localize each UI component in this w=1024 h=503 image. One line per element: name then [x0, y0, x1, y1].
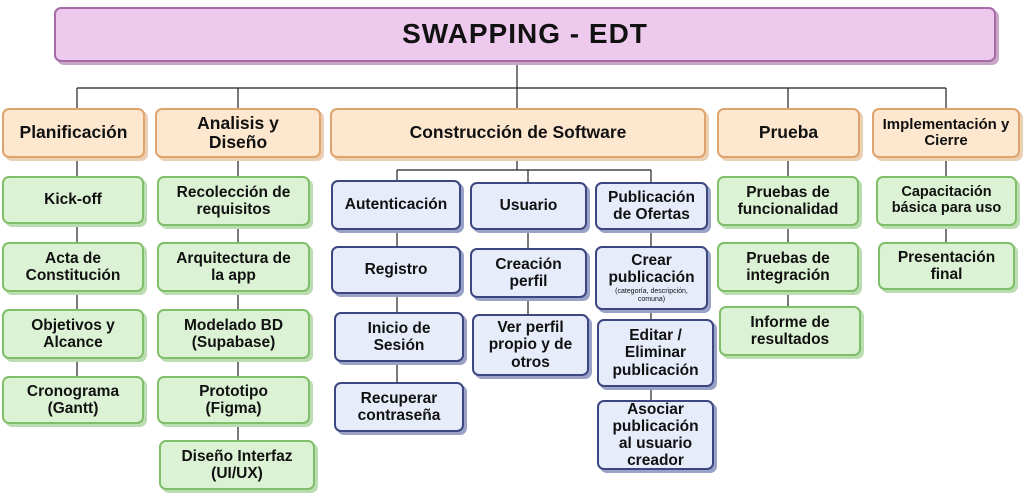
group-label: Publicación de Ofertas — [608, 188, 695, 223]
task-diseno-interfaz: Diseño Interfaz (UI/UX) — [159, 440, 315, 490]
task-recoleccion-requisitos: Recolección de requisitos — [157, 176, 310, 226]
task-label: Presentación final — [897, 248, 996, 283]
task-label: Editar / Eliminar publicación — [612, 327, 699, 379]
group-label: Usuario — [499, 197, 558, 215]
task-presentacion-final: Presentación final — [878, 242, 1015, 290]
task-label: Informe de resultados — [750, 313, 830, 348]
task-creacion-perfil: Creación perfil — [470, 248, 587, 298]
task-prototipo: Prototipo (Figma) — [157, 376, 310, 424]
task-label: Acta de Constitución — [25, 249, 121, 284]
phase-construccion: Construcción de Software — [330, 108, 706, 158]
task-objetivos-alcance: Objetivos y Alcance — [2, 309, 144, 359]
group-autenticacion: Autenticación — [331, 180, 461, 230]
task-label: Recuperar contraseña — [357, 389, 441, 424]
task-registro: Registro — [331, 246, 461, 294]
task-cronograma: Cronograma (Gantt) — [2, 376, 144, 424]
phase-label: Construcción de Software — [409, 122, 627, 143]
phase-analisis: Analisis y Diseño — [155, 108, 321, 158]
task-label: Registro — [364, 261, 428, 279]
task-modelado-bd: Modelado BD (Supabase) — [157, 309, 310, 359]
group-label: Autenticación — [344, 196, 448, 214]
task-label: Prototipo (Figma) — [199, 382, 268, 417]
task-label: Inicio de Sesión — [367, 319, 431, 354]
phase-prueba: Prueba — [717, 108, 860, 158]
task-label: Creación perfil — [495, 255, 562, 290]
task-acta-constitucion: Acta de Constitución — [2, 242, 144, 292]
task-pruebas-integracion: Pruebas de integración — [717, 242, 859, 292]
task-label: Crear publicación — [608, 251, 695, 286]
phase-implementacion: Implementación y Cierre — [872, 108, 1020, 158]
task-label: Pruebas de integración — [746, 249, 830, 284]
task-label: Pruebas de funcionalidad — [737, 183, 839, 218]
task-label: Recolección de requisitos — [176, 183, 291, 218]
task-note: (categoría, descripción, comuna) — [615, 288, 688, 304]
root-title: SWAPPING - EDT — [54, 7, 996, 62]
phase-planificacion: Planificación — [2, 108, 145, 158]
task-label: Capacitación básica para uso — [891, 184, 1002, 216]
task-label: Asociar publicación al usuario creador — [612, 400, 699, 470]
task-editar-eliminar: Editar / Eliminar publicación — [597, 319, 714, 387]
task-label: Modelado BD (Supabase) — [183, 316, 284, 351]
task-arquitectura-app: Arquitectura de la app — [157, 242, 310, 292]
phase-label: Analisis y Diseño — [197, 112, 279, 152]
task-ver-perfil: Ver perfil propio y de otros — [472, 314, 589, 376]
task-kick-off: Kick-off — [2, 176, 144, 224]
task-inicio-sesion: Inicio de Sesión — [334, 312, 464, 362]
task-label: Ver perfil propio y de otros — [488, 319, 573, 371]
phase-label: Implementación y Cierre — [882, 115, 1010, 149]
phase-label: Planificación — [19, 122, 128, 143]
task-label: Kick-off — [44, 191, 102, 209]
task-label: Diseño Interfaz (UI/UX) — [181, 447, 293, 482]
phase-label: Prueba — [758, 122, 819, 143]
root-title-text: SWAPPING - EDT — [402, 18, 648, 50]
task-label: Arquitectura de la app — [176, 249, 291, 284]
task-capacitacion: Capacitación básica para uso — [876, 176, 1017, 226]
task-label: Cronograma (Gantt) — [26, 382, 120, 417]
task-informe-resultados: Informe de resultados — [719, 306, 861, 356]
task-recuperar-contrasena: Recuperar contraseña — [334, 382, 464, 432]
task-pruebas-funcionalidad: Pruebas de funcionalidad — [717, 176, 859, 226]
task-crear-publicacion: Crear publicación (categoría, descripció… — [595, 246, 708, 310]
group-publicacion-ofertas: Publicación de Ofertas — [595, 182, 708, 230]
task-label: Objetivos y Alcance — [31, 316, 115, 351]
group-usuario: Usuario — [470, 182, 587, 230]
task-asociar-publicacion: Asociar publicación al usuario creador — [597, 400, 714, 470]
